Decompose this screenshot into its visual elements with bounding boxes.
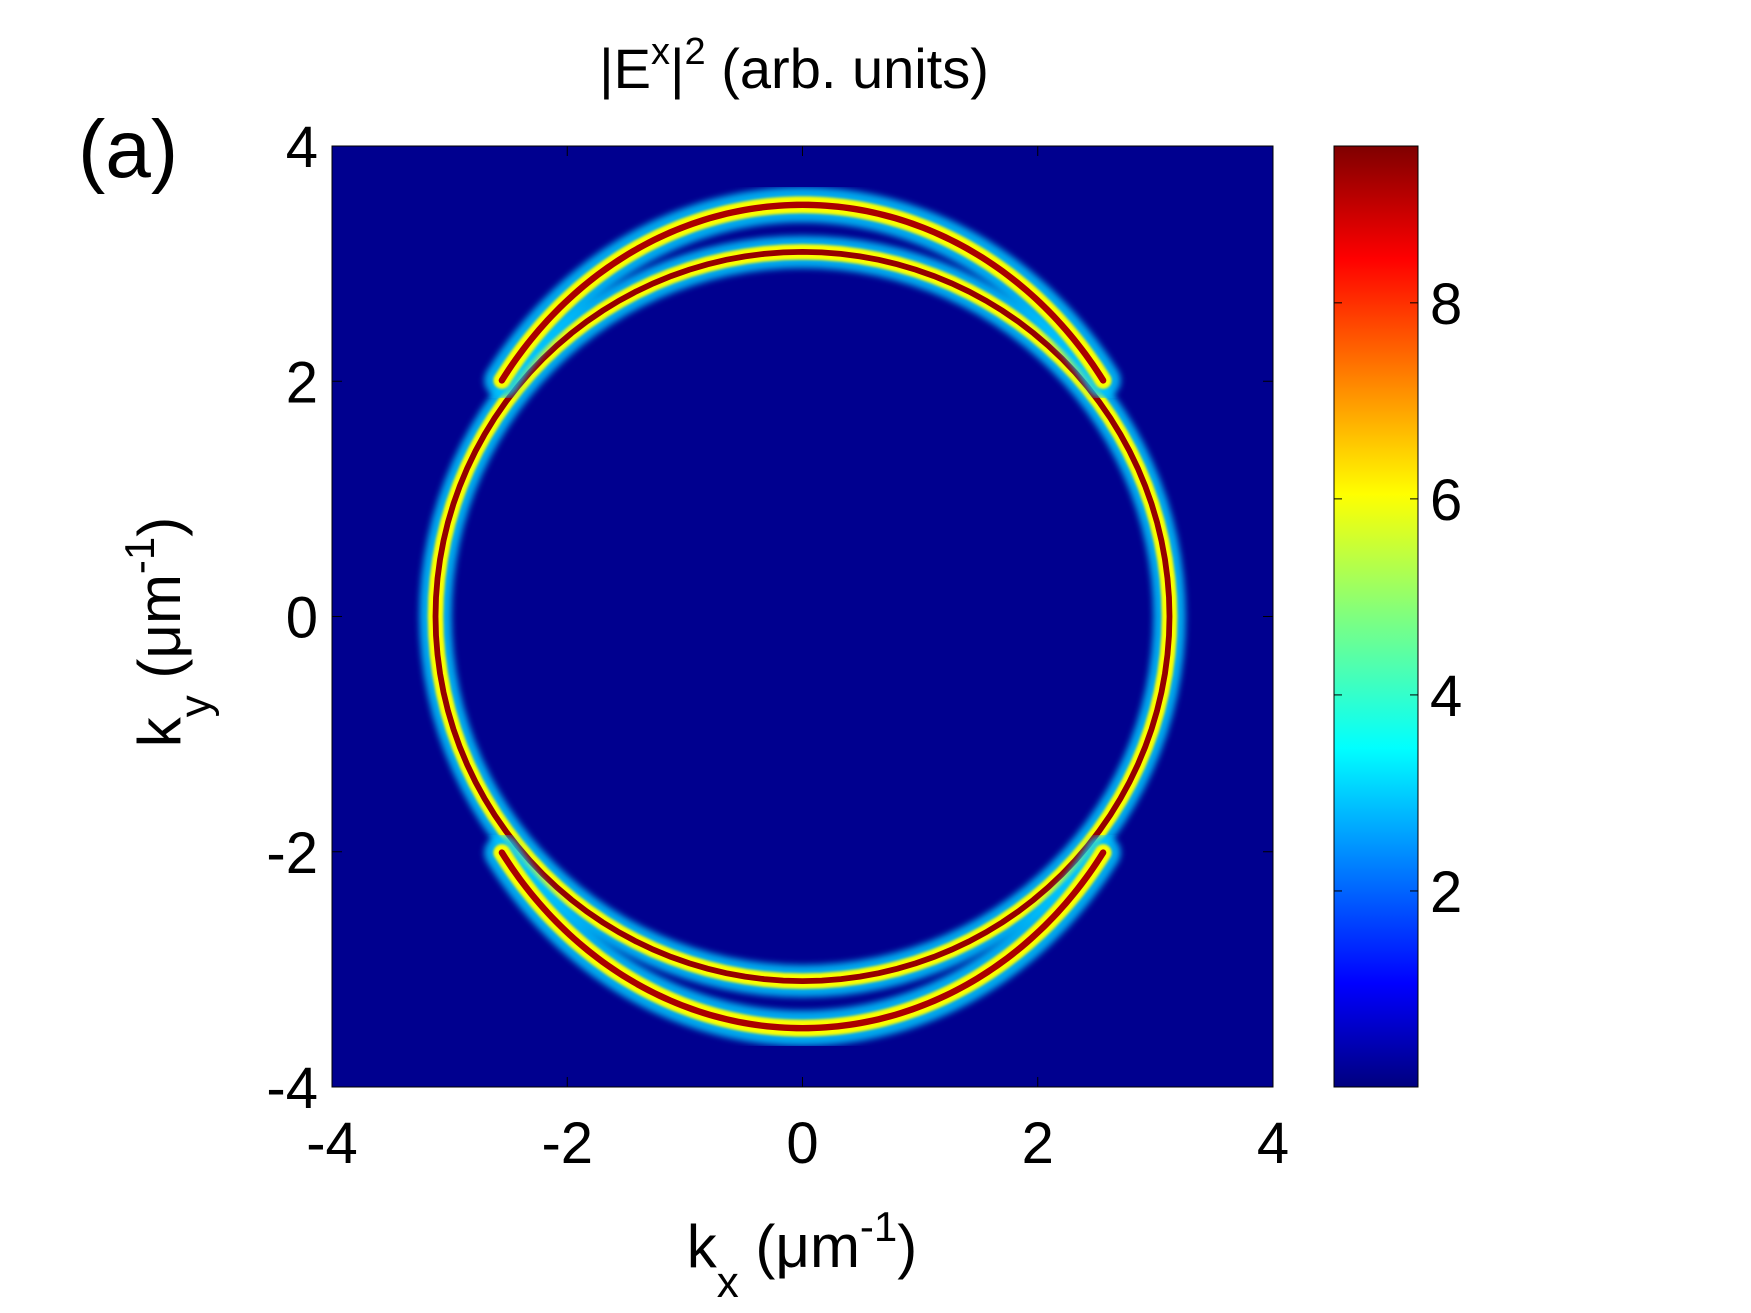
chart-title: |Ex|2 (arb. units)	[599, 31, 989, 100]
xlabel-base: k	[687, 1213, 718, 1280]
colorbar-ticks: 2 4 6 8	[1334, 272, 1462, 925]
ylabel-unit-close: )	[126, 517, 193, 537]
ring-1	[419, 235, 1186, 998]
xlabel-unit-close: )	[897, 1213, 917, 1280]
title-sup2: 2	[685, 31, 706, 73]
ylabel-base: k	[126, 716, 193, 747]
x-axis-label: kx (μm-1)	[687, 1203, 918, 1307]
ring-3-peak	[498, 849, 1107, 1032]
xlabel-unit-open: (μm	[739, 1213, 860, 1280]
y-tick-label: -4	[266, 1056, 318, 1121]
x-tick-label: 4	[1257, 1111, 1289, 1176]
y-axis-label: ky (μm-1)	[116, 517, 220, 748]
intensity-rings	[419, 187, 1186, 1046]
ylabel-sup: -1	[116, 537, 163, 574]
ylabel-sub: y	[171, 695, 220, 717]
x-tick-label: 0	[786, 1111, 818, 1176]
y-tick-label: 4	[286, 115, 318, 180]
y-tick-label: 0	[286, 586, 318, 651]
colorbar-gradient	[1333, 145, 1419, 1088]
y-tick-label: 2	[286, 350, 318, 415]
y-axis-ticks: -4 -2 0 2 4	[266, 115, 1273, 1121]
y-tick-label: -2	[266, 821, 318, 886]
xlabel-sub: x	[717, 1258, 739, 1307]
colorbar-tick-label: 2	[1430, 860, 1462, 925]
ring-3	[484, 834, 1121, 1046]
title-base: |E	[599, 37, 651, 100]
title-tail: (arb. units)	[706, 37, 989, 100]
ring-2	[484, 187, 1121, 399]
xlabel-sup: -1	[860, 1203, 897, 1250]
x-tick-label: 2	[1022, 1111, 1054, 1176]
x-tick-label: -4	[306, 1111, 358, 1176]
colorbar-tick-label: 8	[1430, 272, 1462, 337]
ylabel-unit-open: (μm	[126, 574, 193, 695]
colorbar: 2 4 6 8	[1333, 145, 1462, 1088]
ring-2-peak	[498, 201, 1107, 384]
colorbar-tick-label: 6	[1430, 468, 1462, 533]
title-sup1: x	[651, 31, 670, 73]
title-mid: |	[670, 37, 685, 100]
colorbar-tick-label: 4	[1430, 664, 1462, 729]
plot-background	[332, 146, 1273, 1087]
x-axis-ticks: -4 -2 0 2 4	[306, 146, 1289, 1176]
x-tick-label: -2	[541, 1111, 593, 1176]
panel-label: (a)	[78, 104, 178, 195]
ring-1-peak	[432, 248, 1173, 985]
plot-area	[331, 145, 1274, 1088]
